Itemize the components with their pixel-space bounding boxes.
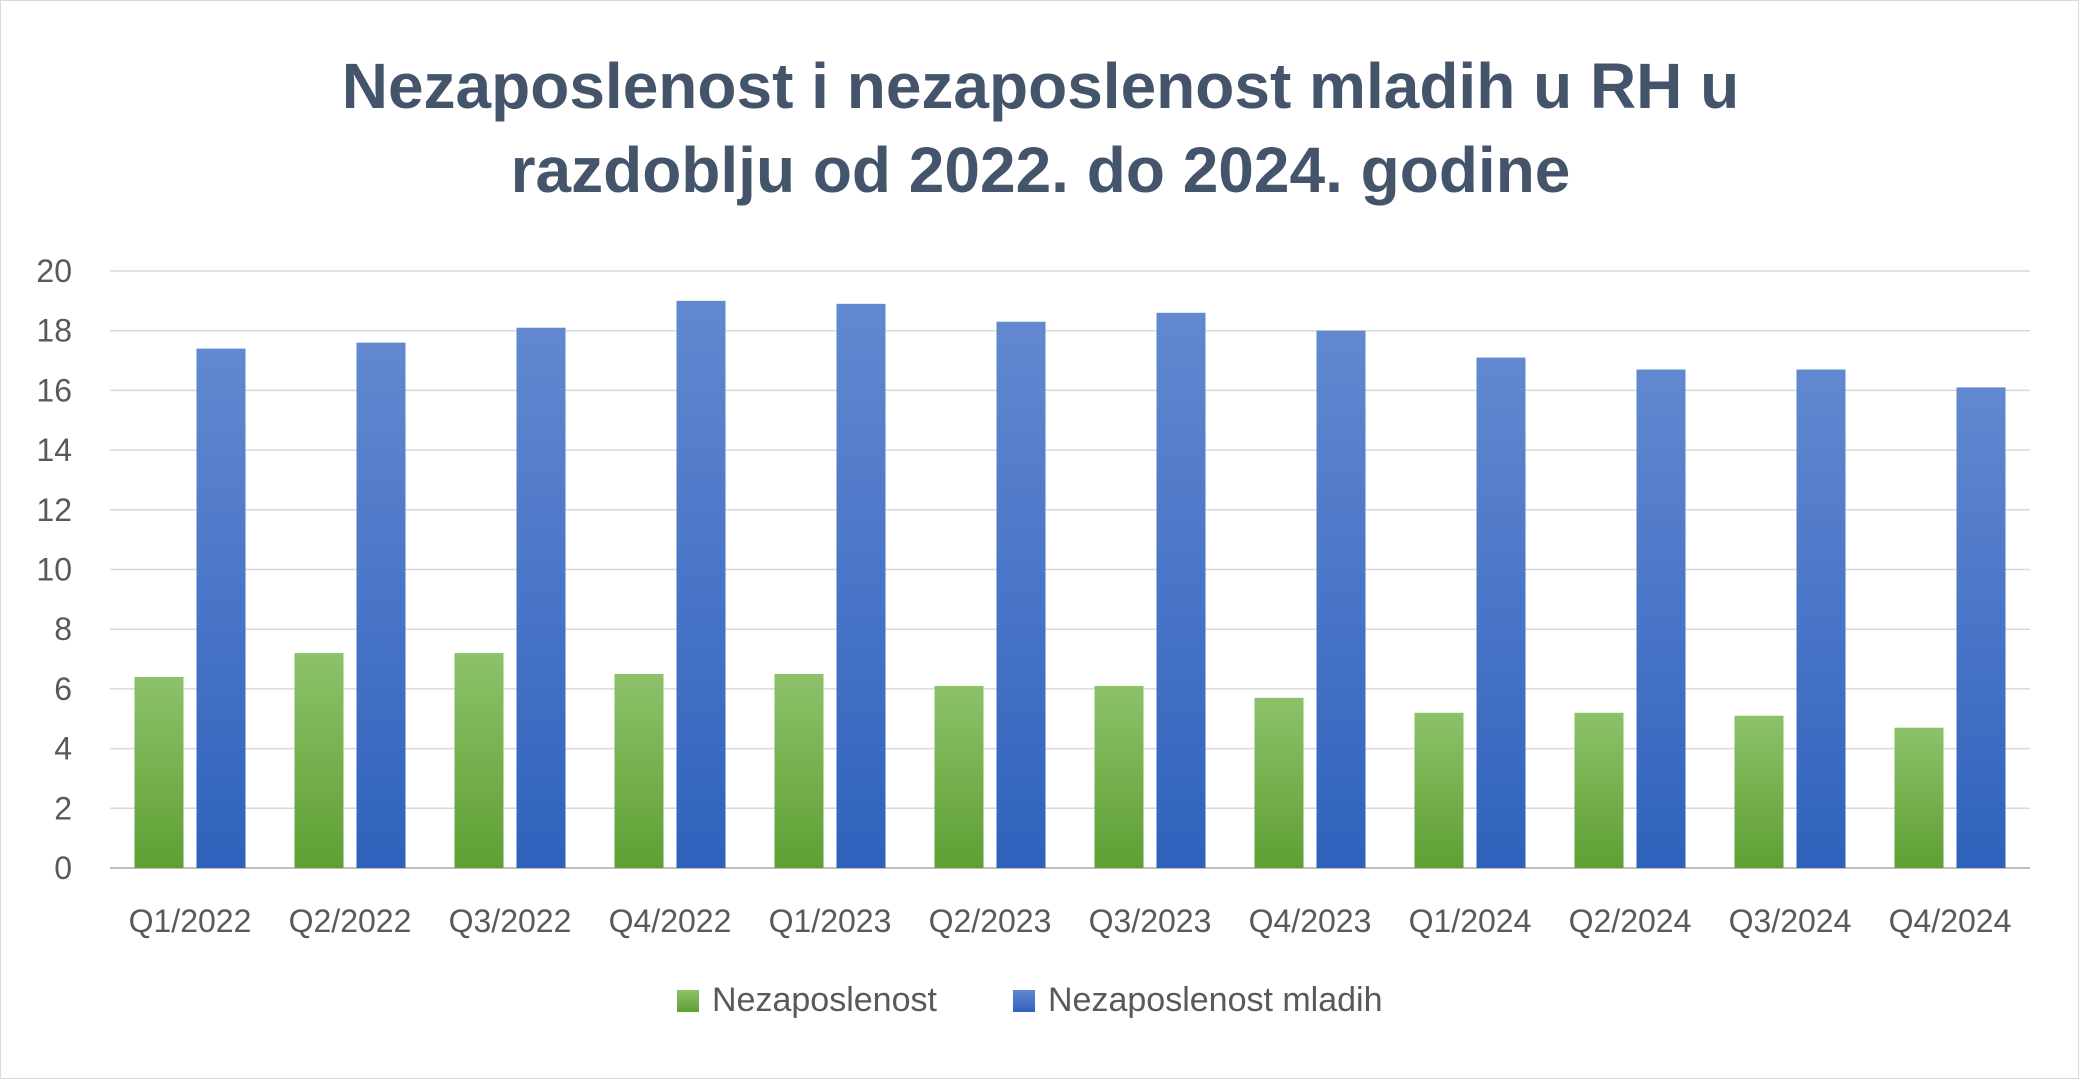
y-tick-label: 18 xyxy=(36,313,72,349)
bar xyxy=(836,303,886,869)
y-tick-label: 14 xyxy=(36,432,72,468)
legend-swatch xyxy=(1013,990,1035,1012)
y-tick-label: 0 xyxy=(54,850,72,886)
y-axis-ticks: 0 2 4 6 8 10 12 14 16 18 20 xyxy=(36,253,72,886)
chart-title: Nezaposlenost i nezaposlenost mladih u R… xyxy=(0,44,2081,212)
x-tick-label: Q4/2023 xyxy=(1249,903,1372,939)
bar xyxy=(1156,312,1206,868)
bar xyxy=(134,676,184,868)
y-tick-label: 16 xyxy=(36,372,72,408)
chart-title-line-2: razdoblju od 2022. do 2024. godine xyxy=(510,134,1571,206)
bar xyxy=(454,653,504,868)
bar xyxy=(1094,685,1144,868)
chart-title-line-1: Nezaposlenost i nezaposlenost mladih u R… xyxy=(341,50,1740,122)
bar xyxy=(1574,712,1624,868)
gridlines xyxy=(110,270,2030,869)
y-tick-label: 10 xyxy=(36,552,72,588)
x-tick-label: Q2/2024 xyxy=(1569,903,1692,939)
y-tick-label: 12 xyxy=(36,492,72,528)
x-tick-label: Q3/2024 xyxy=(1729,903,1852,939)
bar xyxy=(294,653,344,868)
x-axis-ticks: Q1/2022 Q2/2022 Q3/2022 Q4/2022 Q1/2023 Q2/20… xyxy=(129,903,2012,939)
bar xyxy=(614,673,664,868)
x-tick-label: Q1/2022 xyxy=(129,903,252,939)
y-tick-label: 20 xyxy=(36,253,72,289)
bar xyxy=(1254,697,1304,868)
bar xyxy=(1476,357,1526,868)
x-tick-label: Q3/2022 xyxy=(449,903,572,939)
bar xyxy=(1316,330,1366,868)
y-tick-label: 8 xyxy=(54,611,72,647)
legend: Nezaposlenost Nezaposlenost mladih xyxy=(677,981,1383,1019)
legend-label: Nezaposlenost mladih xyxy=(1048,981,1383,1019)
bar xyxy=(1636,369,1686,868)
bar xyxy=(196,348,246,868)
bar xyxy=(516,327,566,869)
bar xyxy=(934,685,984,868)
y-tick-label: 4 xyxy=(54,731,72,767)
bar xyxy=(1956,387,2006,868)
legend-swatch xyxy=(677,990,699,1012)
bar xyxy=(774,673,824,868)
bar xyxy=(1734,715,1784,868)
legend-label: Nezaposlenost xyxy=(712,981,937,1019)
bar xyxy=(356,342,406,868)
y-tick-label: 6 xyxy=(54,671,72,707)
x-tick-label: Q1/2024 xyxy=(1409,903,1532,939)
bars xyxy=(134,300,2006,869)
x-tick-label: Q1/2023 xyxy=(769,903,892,939)
x-tick-label: Q2/2022 xyxy=(289,903,412,939)
x-tick-label: Q4/2024 xyxy=(1889,903,2012,939)
bar xyxy=(1894,727,1944,868)
bar xyxy=(676,300,726,869)
x-tick-label: Q3/2023 xyxy=(1089,903,1212,939)
x-tick-label: Q4/2022 xyxy=(609,903,732,939)
bar xyxy=(1796,369,1846,868)
x-tick-label: Q2/2023 xyxy=(929,903,1052,939)
bar xyxy=(1414,712,1464,868)
y-tick-label: 2 xyxy=(54,790,72,826)
bar xyxy=(996,321,1046,868)
